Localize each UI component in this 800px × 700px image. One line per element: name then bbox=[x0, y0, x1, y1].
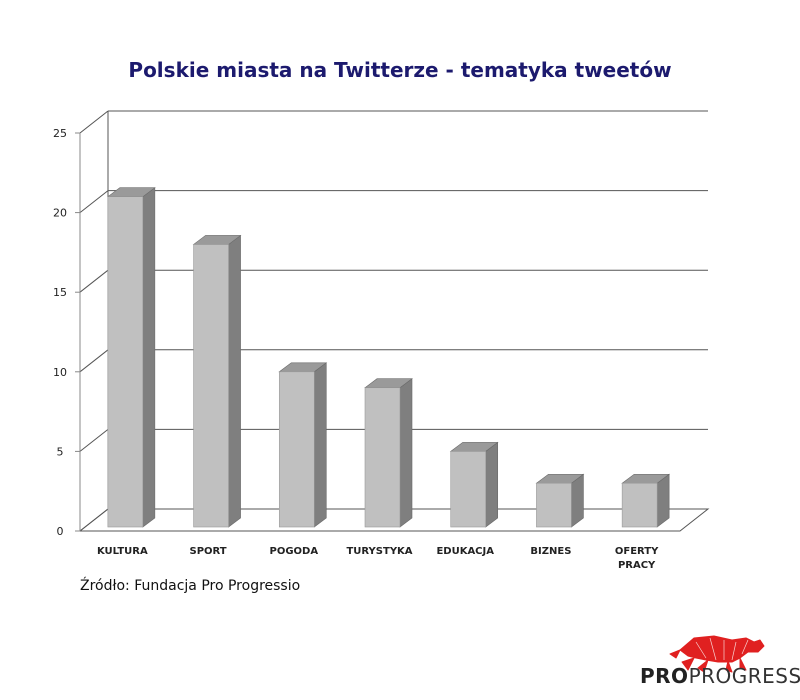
x-tick-label: TURYSTYKA bbox=[346, 546, 412, 557]
bar-side bbox=[228, 234, 241, 528]
bar bbox=[450, 451, 487, 528]
y-tick-label: 5 bbox=[57, 445, 64, 458]
source-note: Źródło: Fundacja Pro Progressio bbox=[80, 578, 301, 594]
chart-title: Polskie miasta na Twitterze - tematyka t… bbox=[128, 58, 672, 82]
x-tick-label: OFERTY bbox=[615, 546, 659, 557]
y-tick-label: 20 bbox=[53, 207, 67, 220]
x-tick-label: POGODA bbox=[269, 546, 318, 557]
bar bbox=[278, 371, 315, 528]
x-tick-label: PRACY bbox=[618, 560, 656, 571]
x-tick-label: KULTURA bbox=[97, 546, 148, 557]
bar-side bbox=[313, 362, 327, 528]
brand-wordmark-pro: PRO bbox=[640, 664, 689, 688]
x-tick-label: BIZNES bbox=[530, 546, 571, 557]
wall-grid-diagonal bbox=[79, 349, 109, 373]
bar-side bbox=[485, 441, 499, 528]
x-tick-label: EDUKACJA bbox=[436, 546, 494, 557]
wall-grid-diagonal bbox=[79, 110, 109, 134]
bar-side bbox=[399, 378, 413, 528]
bar bbox=[621, 482, 658, 528]
red-panther-icon bbox=[669, 635, 765, 673]
y-tick-label: 25 bbox=[53, 127, 67, 140]
bar bbox=[193, 244, 229, 528]
bar bbox=[107, 196, 144, 528]
brand-wordmark: PROPROGRESSIO bbox=[640, 664, 800, 688]
bar bbox=[364, 387, 401, 528]
y-tick-label: 10 bbox=[53, 366, 67, 379]
x-tick-label: SPORT bbox=[190, 546, 227, 557]
wall-grid-diagonal bbox=[79, 190, 109, 213]
wall-grid-diagonal bbox=[79, 269, 109, 293]
y-tick-label: 15 bbox=[53, 286, 67, 299]
brand-wordmark-progressio: PROGRESSIO bbox=[688, 664, 800, 688]
bar-side bbox=[142, 187, 156, 528]
wall-grid-diagonal bbox=[79, 429, 109, 452]
bar bbox=[536, 482, 572, 528]
y-tick-label: 0 bbox=[57, 525, 64, 538]
chart-floor bbox=[78, 508, 710, 532]
